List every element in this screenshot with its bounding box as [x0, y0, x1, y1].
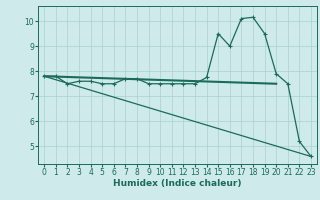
X-axis label: Humidex (Indice chaleur): Humidex (Indice chaleur): [113, 179, 242, 188]
